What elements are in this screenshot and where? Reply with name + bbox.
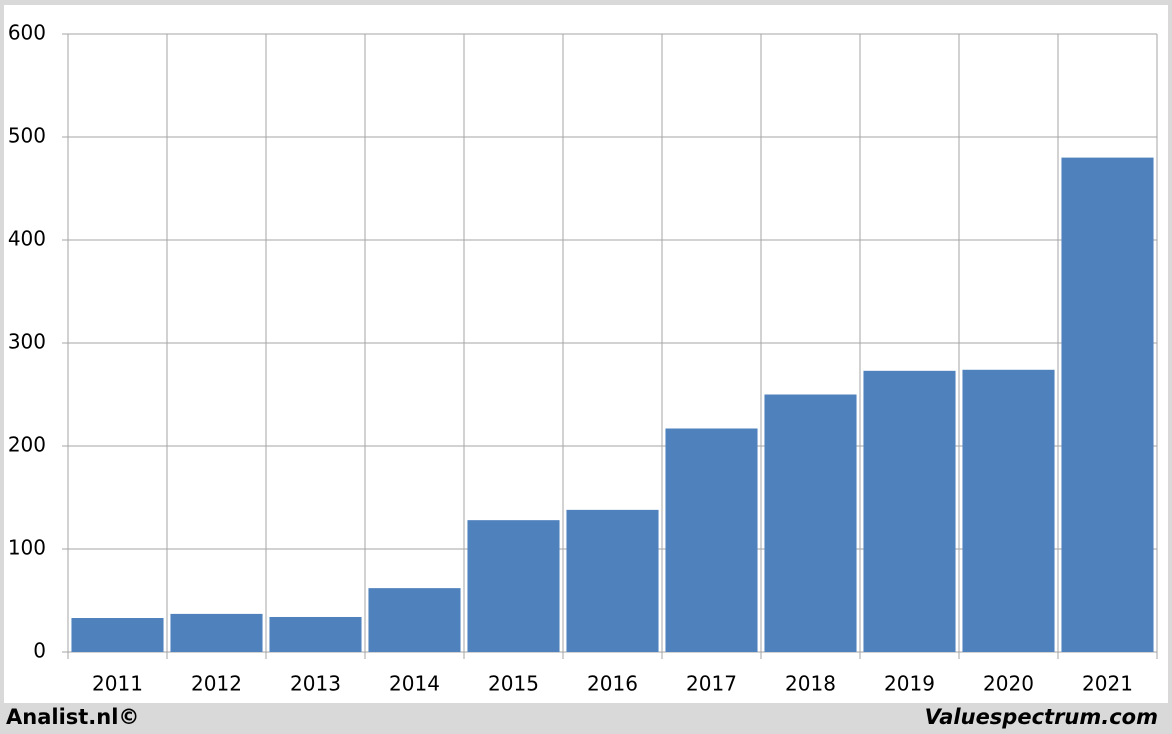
- x-tick-label: 2015: [488, 672, 539, 696]
- bar: [467, 520, 560, 652]
- bar: [368, 588, 461, 652]
- bar: [962, 369, 1055, 652]
- x-tick-label: 2016: [587, 672, 638, 696]
- bar: [764, 394, 857, 652]
- x-tick-label: 2012: [191, 672, 242, 696]
- bar: [1061, 157, 1154, 652]
- bar: [665, 428, 758, 652]
- x-tick-label: 2020: [983, 672, 1034, 696]
- x-tick-label: 2019: [884, 672, 935, 696]
- y-tick-label: 500: [8, 124, 46, 148]
- y-tick-label: 400: [8, 227, 46, 251]
- y-tick-label: 300: [8, 330, 46, 354]
- footer-right: Valuespectrum.com: [925, 705, 1158, 729]
- y-tick-label: 0: [33, 639, 46, 663]
- y-tick-label: 600: [8, 21, 46, 45]
- bar: [71, 618, 164, 652]
- x-tick-label: 2014: [389, 672, 440, 696]
- x-tick-label: 2018: [785, 672, 836, 696]
- footer-left: Analist.nl©: [6, 705, 139, 729]
- bar: [566, 509, 659, 652]
- bar: [863, 370, 956, 652]
- y-tick-label: 200: [8, 433, 46, 457]
- x-tick-label: 2013: [290, 672, 341, 696]
- x-tick-label: 2017: [686, 672, 737, 696]
- bar: [170, 613, 263, 652]
- bar: [269, 616, 362, 652]
- x-tick-label: 2021: [1082, 672, 1133, 696]
- y-tick-label: 100: [8, 536, 46, 560]
- x-tick-label: 2011: [92, 672, 143, 696]
